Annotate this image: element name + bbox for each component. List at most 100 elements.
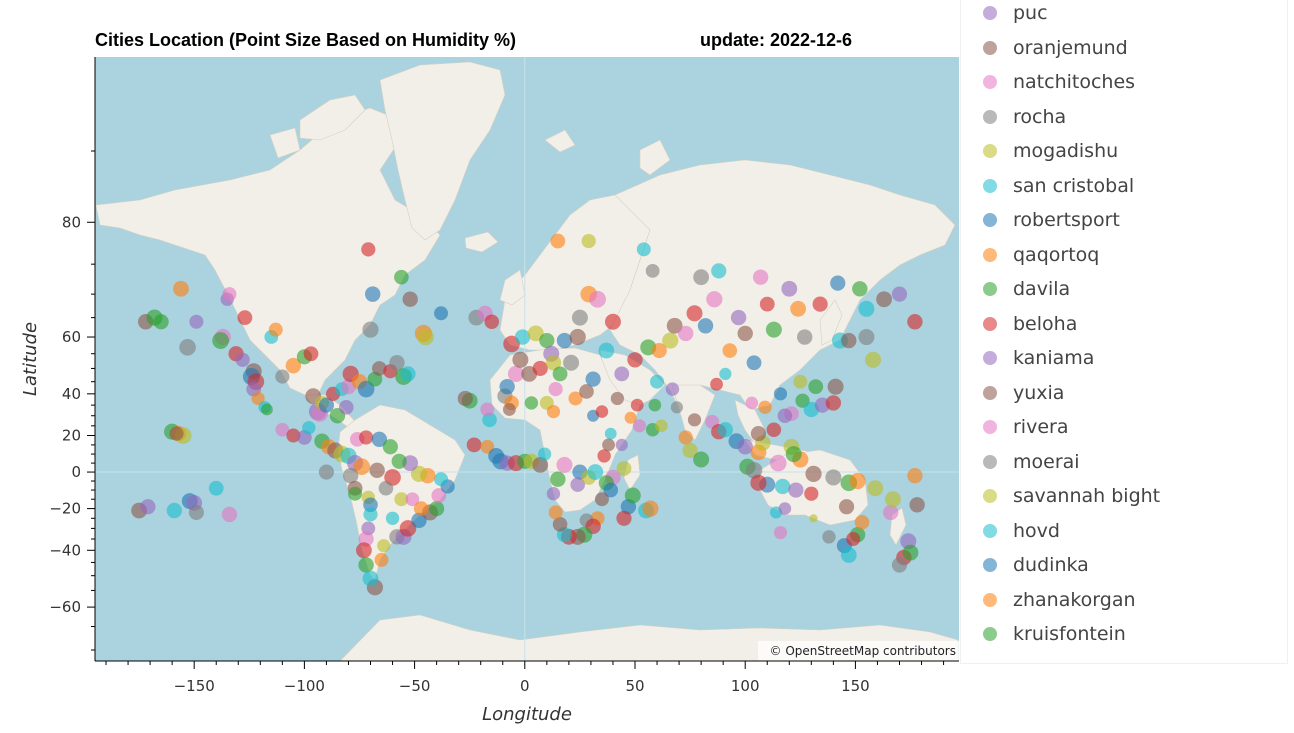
- city-point[interactable]: [717, 422, 733, 438]
- city-point[interactable]: [766, 422, 782, 438]
- city-point[interactable]: [827, 378, 844, 395]
- city-point[interactable]: [651, 342, 667, 359]
- city-point[interactable]: [773, 387, 788, 401]
- city-point[interactable]: [825, 395, 842, 411]
- city-point[interactable]: [532, 456, 549, 473]
- city-point[interactable]: [902, 544, 919, 561]
- city-point[interactable]: [793, 374, 808, 389]
- city-point[interactable]: [410, 465, 428, 482]
- city-point[interactable]: [532, 360, 548, 377]
- city-point[interactable]: [371, 431, 388, 448]
- city-point[interactable]: [642, 500, 659, 517]
- city-point[interactable]: [556, 456, 573, 473]
- city-point[interactable]: [595, 405, 609, 418]
- city-point[interactable]: [719, 367, 732, 380]
- city-point[interactable]: [737, 325, 753, 342]
- city-point[interactable]: [849, 472, 866, 490]
- city-point[interactable]: [484, 314, 500, 330]
- city-point[interactable]: [208, 480, 224, 496]
- city-point[interactable]: [858, 329, 875, 346]
- city-point[interactable]: [222, 287, 237, 302]
- city-point[interactable]: [846, 531, 861, 546]
- city-point[interactable]: [603, 482, 619, 498]
- city-point[interactable]: [891, 286, 908, 302]
- city-point[interactable]: [357, 380, 375, 398]
- city-point[interactable]: [614, 366, 630, 382]
- city-point[interactable]: [891, 557, 908, 573]
- city-point[interactable]: [237, 310, 253, 326]
- city-point[interactable]: [907, 467, 923, 484]
- city-point[interactable]: [550, 471, 566, 487]
- city-point[interactable]: [597, 449, 611, 463]
- city-point[interactable]: [682, 442, 698, 459]
- city-point[interactable]: [394, 492, 409, 507]
- city-point[interactable]: [706, 291, 723, 308]
- city-point[interactable]: [411, 512, 427, 528]
- city-point[interactable]: [362, 321, 379, 338]
- map-attribution[interactable]: © OpenStreetMap contributors: [770, 644, 956, 658]
- city-point[interactable]: [221, 506, 238, 523]
- city-point[interactable]: [687, 413, 702, 427]
- city-point[interactable]: [394, 269, 409, 285]
- city-point[interactable]: [417, 328, 434, 346]
- city-point[interactable]: [286, 428, 301, 443]
- city-point[interactable]: [261, 403, 273, 416]
- city-point[interactable]: [514, 329, 531, 345]
- city-point[interactable]: [774, 478, 791, 495]
- city-point[interactable]: [431, 488, 447, 503]
- city-point[interactable]: [778, 502, 792, 515]
- city-point[interactable]: [650, 374, 665, 389]
- city-point[interactable]: [677, 325, 694, 342]
- city-point[interactable]: [550, 233, 566, 249]
- city-point[interactable]: [785, 446, 802, 463]
- city-point[interactable]: [884, 491, 901, 508]
- city-point[interactable]: [369, 462, 385, 478]
- city-point[interactable]: [788, 482, 804, 498]
- city-point[interactable]: [405, 492, 420, 507]
- city-point[interactable]: [507, 365, 525, 382]
- city-point[interactable]: [318, 464, 335, 480]
- city-point[interactable]: [745, 461, 763, 479]
- city-point[interactable]: [781, 280, 798, 297]
- city-point[interactable]: [303, 346, 319, 362]
- city-point[interactable]: [750, 474, 767, 491]
- city-point[interactable]: [777, 408, 793, 424]
- city-point[interactable]: [153, 314, 169, 330]
- city-point[interactable]: [790, 300, 807, 317]
- city-point[interactable]: [624, 487, 641, 504]
- city-point[interactable]: [173, 280, 189, 297]
- city-point[interactable]: [429, 501, 445, 517]
- city-point[interactable]: [604, 427, 617, 440]
- city-point[interactable]: [353, 458, 370, 475]
- city-point[interactable]: [179, 339, 196, 356]
- city-point[interactable]: [235, 352, 250, 367]
- city-point[interactable]: [765, 321, 782, 338]
- city-point[interactable]: [188, 504, 204, 521]
- city-point[interactable]: [361, 242, 376, 257]
- city-point[interactable]: [630, 398, 644, 412]
- city-point[interactable]: [363, 507, 378, 522]
- city-point[interactable]: [758, 400, 772, 414]
- city-point[interactable]: [825, 469, 842, 486]
- city-point[interactable]: [581, 233, 596, 249]
- city-point[interactable]: [499, 378, 515, 395]
- city-point[interactable]: [362, 570, 379, 587]
- city-point[interactable]: [655, 419, 668, 433]
- city-point[interactable]: [589, 290, 606, 308]
- city-point[interactable]: [568, 391, 583, 406]
- city-point[interactable]: [374, 552, 389, 567]
- city-point[interactable]: [876, 291, 892, 308]
- city-point[interactable]: [466, 437, 482, 453]
- city-point[interactable]: [402, 291, 418, 307]
- city-point[interactable]: [579, 384, 594, 399]
- city-point[interactable]: [548, 505, 563, 520]
- city-point[interactable]: [907, 314, 923, 330]
- city-point[interactable]: [391, 453, 407, 469]
- city-point[interactable]: [745, 396, 759, 410]
- city-point[interactable]: [275, 422, 290, 437]
- city-point[interactable]: [512, 351, 529, 368]
- city-point[interactable]: [556, 332, 573, 349]
- city-point[interactable]: [624, 411, 637, 424]
- city-point[interactable]: [389, 355, 405, 371]
- city-point[interactable]: [538, 447, 552, 461]
